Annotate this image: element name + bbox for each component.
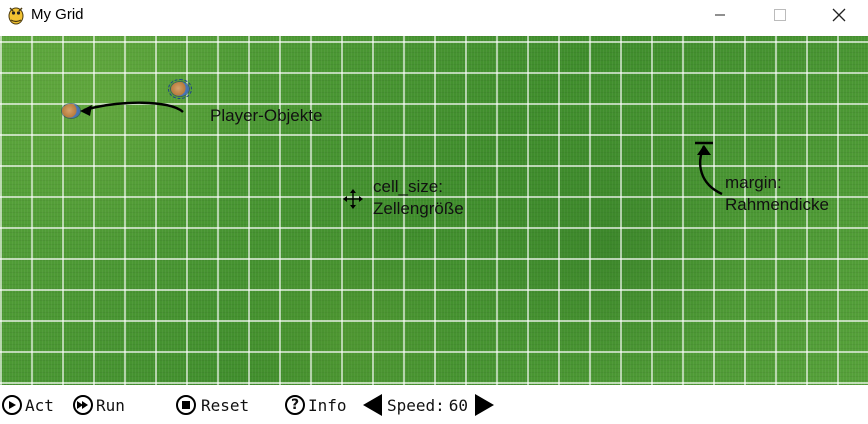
- maximize-button[interactable]: [757, 0, 803, 30]
- close-button[interactable]: [816, 0, 862, 30]
- close-icon: [832, 8, 846, 22]
- question-circle-icon: ?: [285, 395, 305, 415]
- speed-control: Speed: 60: [361, 393, 496, 417]
- minimize-button[interactable]: [697, 0, 743, 30]
- act-label: Act: [25, 395, 54, 415]
- annotation-margin: margin: Rahmendicke: [725, 172, 829, 216]
- run-button[interactable]: Run: [73, 393, 125, 417]
- act-button[interactable]: Act: [2, 393, 54, 417]
- move-cursor-icon: [343, 189, 363, 209]
- title-bar: My Grid: [0, 0, 868, 30]
- info-label: Info: [308, 395, 347, 415]
- annotation-cell-size-line1: cell_size:: [373, 177, 443, 196]
- grid-lines: [0, 36, 868, 385]
- player-object-selected[interactable]: [168, 79, 192, 99]
- maximize-icon: [774, 9, 786, 21]
- stop-circle-icon: [176, 395, 196, 415]
- speed-value: 60: [448, 395, 469, 415]
- reset-button[interactable]: Reset: [176, 393, 249, 417]
- triangle-right-icon[interactable]: [474, 393, 496, 417]
- toolbar: Act Run Reset ? Info Speed: 60: [0, 385, 868, 424]
- play-circle-icon: [2, 395, 22, 415]
- annotation-margin-line2: Rahmendicke: [725, 195, 829, 214]
- pygame-snake-icon: [8, 7, 24, 25]
- grid-canvas[interactable]: Player-Objekte cell_size: Zellengröße ma…: [0, 36, 868, 385]
- reset-label: Reset: [201, 395, 250, 415]
- fast-forward-circle-icon: [73, 395, 93, 415]
- run-label: Run: [96, 395, 125, 415]
- player-object[interactable]: [62, 104, 80, 118]
- annotation-player-objects: Player-Objekte: [210, 106, 323, 125]
- speed-label: Speed:: [387, 395, 445, 415]
- triangle-left-icon[interactable]: [361, 393, 383, 417]
- annotation-cell-size: cell_size: Zellengröße: [373, 176, 464, 220]
- info-button[interactable]: ? Info: [285, 393, 347, 417]
- annotation-cell-size-line2: Zellengröße: [373, 199, 464, 218]
- annotation-arrows: [80, 101, 723, 209]
- window-title: My Grid: [31, 6, 84, 23]
- annotation-margin-line1: margin:: [725, 173, 782, 192]
- minimize-icon: [715, 14, 725, 16]
